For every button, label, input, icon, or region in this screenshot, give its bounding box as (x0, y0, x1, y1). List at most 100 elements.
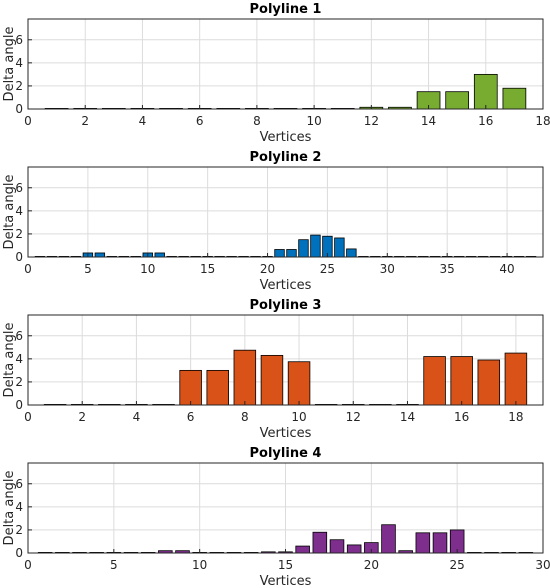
bar (381, 524, 396, 554)
y-tick-label: 4 (15, 204, 23, 218)
bar (312, 531, 328, 554)
x-tick-label: 2 (78, 410, 86, 424)
polyline-4-panel: 0 5 10 15 20 25 30 0 2 4 6 Polyline 4 Vertices Delta … (2, 446, 550, 588)
polyline-2-panel: 0 5 10 15 20 25 30 35 40 0 2 4 6 Polyline 2 Vertices De… (2, 150, 544, 293)
y-axis-label: Delta angle (2, 323, 17, 398)
bar (274, 249, 285, 258)
bar (260, 354, 284, 406)
y-tick-label: 6 (15, 181, 23, 195)
bar (346, 544, 362, 554)
y-tick-label: 6 (15, 33, 23, 47)
bar (502, 87, 527, 110)
x-tick-label: 0 (24, 558, 32, 572)
bar (445, 91, 470, 110)
chart-title: Polyline 1 (250, 2, 322, 17)
polyline-1-panel: 0 2 4 6 8 10 12 14 16 18 0 2 4 6 Polyline 1 Vertices Del… (2, 2, 550, 145)
bar (477, 359, 501, 406)
x-tick-label: 25 (450, 558, 465, 572)
x-tick-label: 12 (364, 114, 379, 128)
y-tick-label: 6 (15, 329, 23, 343)
chart-title: Polyline 2 (250, 150, 322, 165)
y-tick-label: 4 (15, 56, 23, 70)
bar (179, 369, 202, 406)
x-tick-label: 30 (535, 558, 550, 572)
x-axis-label: Vertices (260, 426, 312, 441)
x-tick-label: 16 (454, 410, 469, 424)
x-tick-label: 40 (499, 262, 514, 276)
bar (415, 532, 431, 554)
x-axis-label: Vertices (260, 130, 312, 145)
x-tick-label: 25 (320, 262, 335, 276)
y-tick-label: 0 (15, 102, 23, 116)
x-tick-label: 14 (421, 114, 436, 128)
x-axis-label: Vertices (260, 574, 312, 588)
y-tick-label: 0 (15, 546, 23, 560)
bar (423, 356, 446, 406)
plot-area (28, 167, 543, 257)
y-tick-label: 2 (15, 523, 23, 537)
x-tick-label: 10 (140, 262, 155, 276)
bar (287, 361, 311, 406)
bar (334, 237, 345, 258)
bar (504, 352, 528, 406)
y-axis-label: Delta angle (2, 471, 17, 546)
bar (329, 539, 345, 554)
bar (310, 234, 321, 258)
x-tick-label: 18 (535, 114, 550, 128)
x-tick-label: 20 (260, 262, 275, 276)
x-axis-label: Vertices (260, 278, 312, 293)
x-tick-label: 0 (24, 262, 32, 276)
y-tick-label: 4 (15, 352, 23, 366)
axes-frame (27, 166, 544, 258)
bar (154, 252, 165, 258)
y-tick-label: 0 (15, 250, 23, 264)
y-tick-label: 4 (15, 500, 23, 514)
y-tick-label: 0 (15, 398, 23, 412)
y-tick-label: 2 (15, 375, 23, 389)
bar (295, 545, 310, 554)
x-tick-label: 4 (133, 410, 141, 424)
bar (286, 249, 297, 258)
bar (94, 252, 106, 258)
bar (233, 349, 257, 406)
bar (346, 248, 357, 258)
polyline-3-panel: 0 2 4 6 8 10 12 14 16 18 0 2 4 6 Polyline 3 Vertices Del… (2, 298, 544, 441)
x-tick-label: 0 (24, 114, 32, 128)
x-tick-label: 5 (110, 558, 118, 572)
x-tick-label: 20 (364, 558, 379, 572)
x-tick-label: 14 (400, 410, 415, 424)
chart-title: Polyline 3 (250, 298, 322, 313)
x-tick-label: 8 (253, 114, 261, 128)
y-tick-label: 2 (15, 79, 23, 93)
x-tick-label: 5 (84, 262, 92, 276)
x-tick-label: 35 (440, 262, 455, 276)
x-tick-label: 10 (306, 114, 321, 128)
x-tick-label: 18 (508, 410, 523, 424)
bar (450, 356, 473, 406)
x-tick-label: 4 (139, 114, 147, 128)
x-tick-label: 0 (24, 410, 32, 424)
x-tick-label: 8 (241, 410, 249, 424)
x-tick-label: 30 (380, 262, 395, 276)
axes-frame (27, 18, 544, 110)
y-tick-label: 6 (15, 477, 23, 491)
x-tick-label: 2 (81, 114, 89, 128)
bar (206, 369, 229, 406)
x-tick-label: 15 (200, 262, 215, 276)
x-tick-label: 10 (192, 558, 207, 572)
y-axis-label: Delta angle (2, 175, 17, 250)
x-tick-label: 10 (291, 410, 306, 424)
x-tick-label: 15 (278, 558, 293, 572)
bar (432, 532, 448, 554)
x-tick-label: 12 (346, 410, 361, 424)
x-tick-label: 6 (196, 114, 204, 128)
y-tick-label: 2 (15, 227, 23, 241)
chart-title: Polyline 4 (250, 446, 322, 461)
x-tick-label: 6 (187, 410, 195, 424)
axes-frame (27, 314, 544, 406)
bar (298, 239, 309, 258)
y-axis-label: Delta angle (2, 27, 17, 102)
bar (473, 73, 498, 110)
x-tick-label: 16 (478, 114, 493, 128)
